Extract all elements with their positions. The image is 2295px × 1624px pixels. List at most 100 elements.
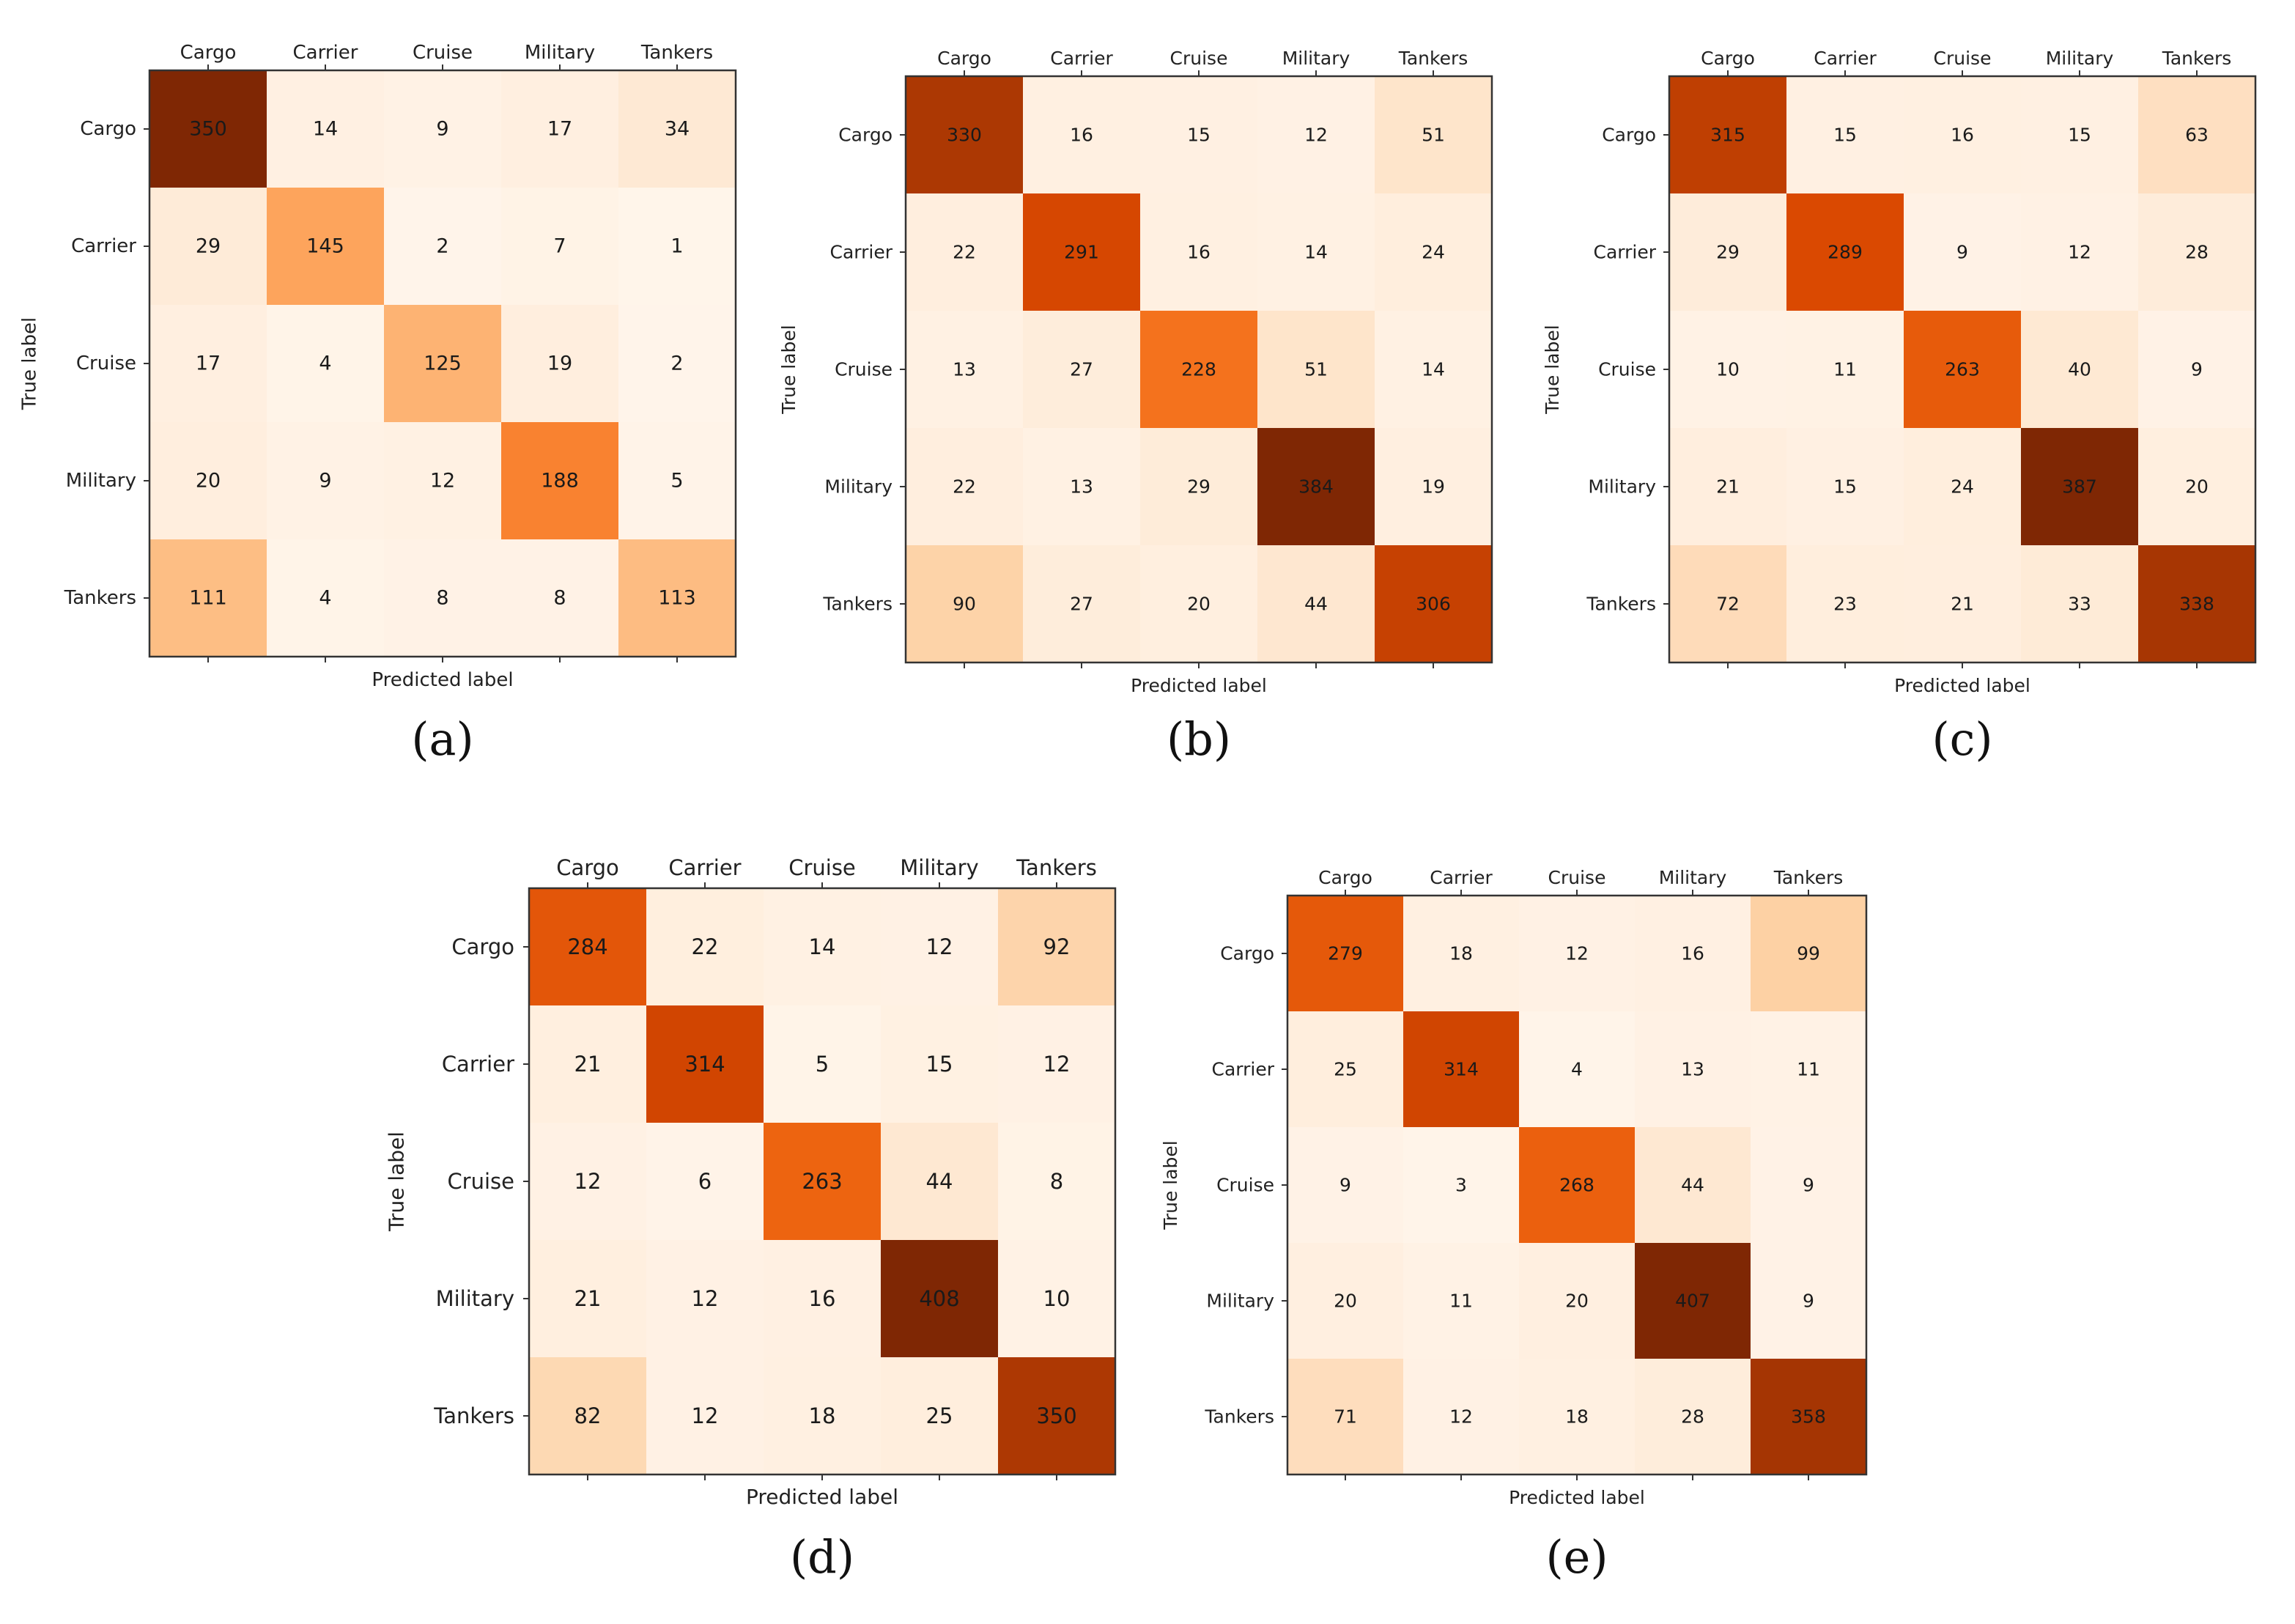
matrix-cell	[1786, 76, 1904, 193]
y-tick-label: Cargo	[838, 125, 892, 146]
cell-value: 314	[684, 1052, 725, 1077]
matrix-cell	[1904, 76, 2021, 193]
matrix-cell	[267, 305, 384, 422]
matrix-cell	[501, 305, 618, 422]
cell-value: 9	[2191, 359, 2203, 380]
x-tick-label: Carrier	[668, 855, 741, 880]
matrix-cell	[1751, 896, 1866, 1011]
matrix-cell	[998, 1240, 1115, 1357]
y-tick-label: Tankers	[433, 1403, 514, 1428]
cell-value: 284	[567, 934, 607, 959]
cell-value: 12	[2068, 242, 2091, 263]
cell-value: 358	[1791, 1406, 1826, 1428]
cell-value: 13	[1681, 1059, 1704, 1080]
cell-value: 263	[1945, 359, 1980, 380]
matrix-cell	[1403, 1011, 1519, 1127]
cell-value: 99	[1797, 943, 1820, 964]
cell-value: 44	[926, 1169, 953, 1194]
cell-value: 384	[1298, 476, 1334, 498]
cell-value: 71	[1334, 1406, 1357, 1428]
cell-value: 291	[1064, 242, 1099, 263]
matrix-cell	[384, 422, 501, 539]
cell-value: 10	[1043, 1286, 1071, 1311]
x-tick-label: Tankers	[1398, 48, 1468, 69]
cell-value: 228	[1181, 359, 1216, 380]
y-tick-label: Cruise	[76, 353, 136, 374]
matrix-cell	[1904, 311, 2021, 428]
cell-value: 350	[189, 118, 227, 141]
matrix-cell	[1140, 545, 1257, 662]
matrix-cell	[2138, 545, 2255, 662]
cell-value: 12	[926, 934, 953, 959]
matrix-cell	[267, 422, 384, 539]
cell-value: 9	[1956, 242, 1968, 263]
y-tick-label: Cargo	[80, 118, 136, 140]
x-tick-label: Cargo	[1701, 48, 1755, 69]
cell-value: 11	[1833, 359, 1857, 380]
y-tick-label: Cargo	[1220, 943, 1274, 964]
matrix-cell	[1751, 1243, 1866, 1359]
y-tick-label: Cruise	[1598, 359, 1656, 380]
matrix-cell	[764, 1357, 881, 1474]
matrix-cell	[149, 539, 267, 657]
cell-value: 27	[1070, 359, 1093, 380]
cell-value: 11	[1449, 1291, 1473, 1312]
y-tick-label: Carrier	[1212, 1059, 1275, 1080]
matrix-cell	[1140, 311, 1257, 428]
cell-value: 72	[1716, 594, 1740, 615]
matrix-cell	[1669, 311, 1786, 428]
cell-value: 289	[1828, 242, 1863, 263]
cell-value: 263	[802, 1169, 842, 1194]
matrix-cell	[1786, 311, 1904, 428]
matrix-cell	[384, 70, 501, 188]
cell-value: 16	[809, 1286, 836, 1311]
matrix-cell	[529, 1357, 646, 1474]
cell-value: 12	[1043, 1052, 1071, 1077]
matrix-cell	[1751, 1127, 1866, 1243]
matrix-cell	[529, 1005, 646, 1123]
matrix-cell	[646, 1123, 764, 1240]
matrix-cell	[906, 76, 1023, 193]
matrix-cell	[1519, 1011, 1635, 1127]
y-tick-label: Tankers	[822, 594, 892, 615]
cell-value: 4	[319, 353, 331, 375]
cell-value: 8	[436, 587, 448, 610]
cell-value: 22	[953, 242, 976, 263]
cell-value: 16	[1681, 943, 1704, 964]
cell-value: 10	[1716, 359, 1740, 380]
panel-caption: (c)	[1932, 712, 1992, 766]
cell-value: 14	[1422, 359, 1445, 380]
cell-value: 18	[1565, 1406, 1589, 1428]
cell-value: 40	[2068, 359, 2091, 380]
cell-value: 13	[1070, 476, 1093, 498]
matrix-cell	[501, 188, 618, 305]
cell-value: 16	[1951, 125, 1974, 146]
matrix-cell	[501, 422, 618, 539]
y-tick-label: Tankers	[64, 587, 136, 609]
matrix-cell	[1751, 1011, 1866, 1127]
cell-value: 1	[670, 235, 683, 258]
cell-value: 18	[1449, 943, 1473, 964]
matrix-cell	[646, 1240, 764, 1357]
matrix-cell	[1375, 193, 1492, 311]
matrix-cell	[1140, 428, 1257, 545]
cell-value: 29	[1716, 242, 1740, 263]
matrix-cell	[618, 305, 736, 422]
cell-value: 145	[306, 235, 344, 258]
matrix-cell	[906, 545, 1023, 662]
matrix-cell	[906, 311, 1023, 428]
matrix-cell	[998, 1357, 1115, 1474]
y-tick-label: Carrier	[1594, 242, 1657, 263]
cell-value: 2	[670, 353, 683, 375]
cell-value: 407	[1675, 1291, 1710, 1312]
cell-value: 9	[1803, 1175, 1814, 1196]
cell-value: 15	[1833, 476, 1857, 498]
cell-value: 387	[2062, 476, 2097, 498]
x-tick-label: Military	[1659, 867, 1727, 888]
cell-value: 20	[1565, 1291, 1589, 1312]
matrix-cell	[764, 1123, 881, 1240]
cell-value: 51	[1422, 125, 1445, 146]
matrix-cell	[149, 188, 267, 305]
matrix-cell	[618, 70, 736, 188]
